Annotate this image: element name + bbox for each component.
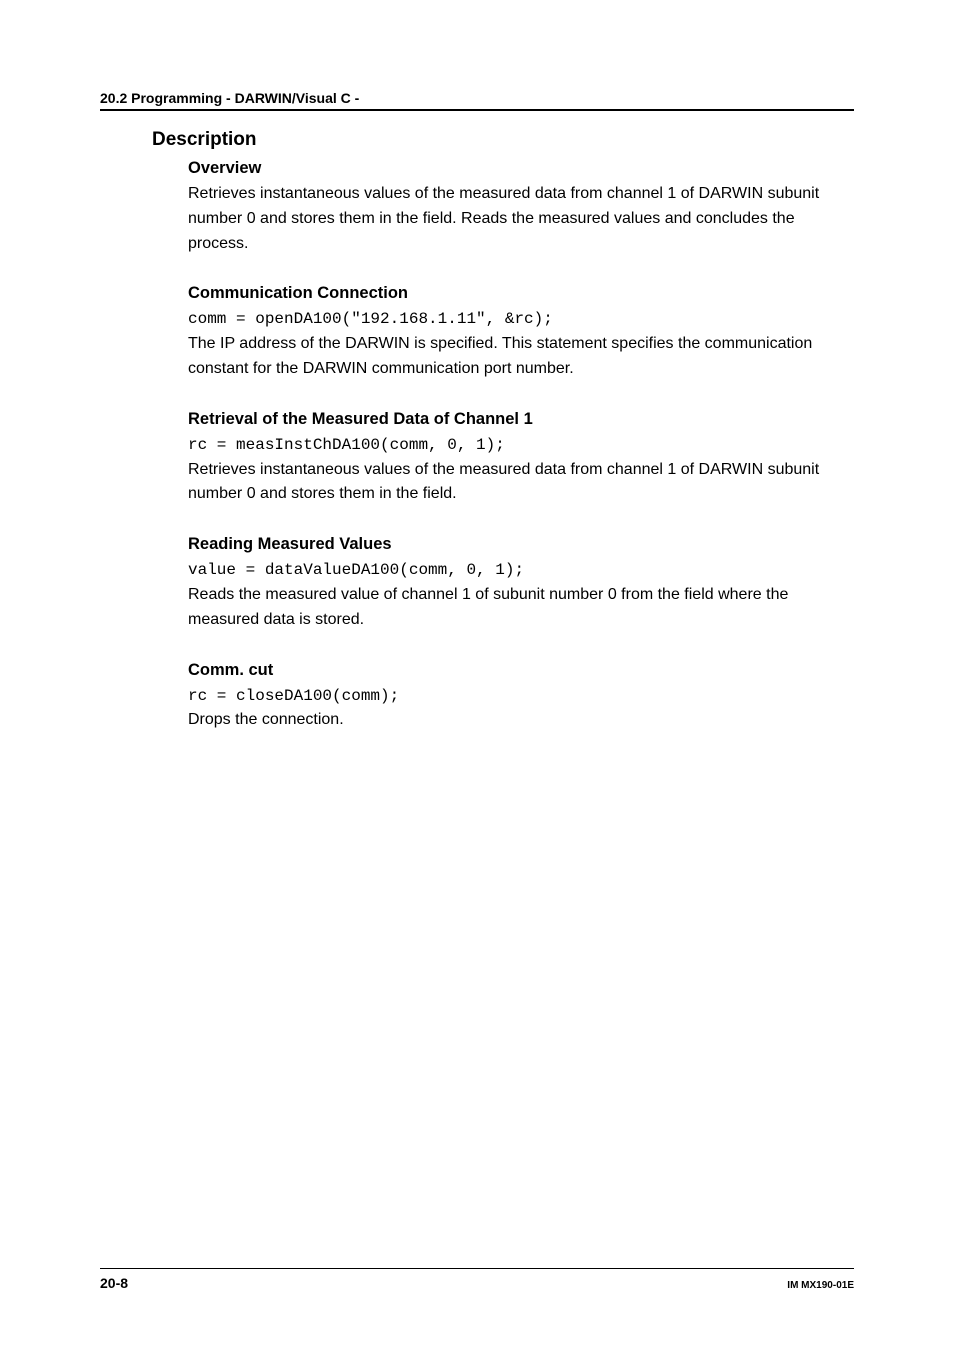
section-reading: Reading Measured Values value = dataValu… — [152, 535, 854, 632]
content-block: Description Overview Retrieves instantan… — [100, 129, 854, 733]
body-text: Retrieves instantaneous values of the me… — [188, 458, 854, 508]
code-line: rc = closeDA100(comm); — [188, 684, 854, 709]
running-head: 20.2 Programming - DARWIN/Visual C - — [100, 90, 854, 106]
footer: 20-8 IM MX190-01E — [100, 1268, 854, 1291]
section-overview: Overview Retrieves instantaneous values … — [152, 159, 854, 256]
body-text: The IP address of the DARWIN is specifie… — [188, 332, 854, 382]
section-retrieval: Retrieval of the Measured Data of Channe… — [152, 410, 854, 507]
page-number: 20-8 — [100, 1275, 128, 1291]
subheading: Overview — [188, 159, 854, 178]
section-comm-cut: Comm. cut rc = closeDA100(comm); Drops t… — [152, 661, 854, 734]
bottom-rule — [100, 1268, 854, 1269]
body-text: Drops the connection. — [188, 708, 854, 733]
subheading: Comm. cut — [188, 661, 854, 680]
code-line: value = dataValueDA100(comm, 0, 1); — [188, 558, 854, 583]
subheading: Communication Connection — [188, 284, 854, 303]
body-text: Reads the measured value of channel 1 of… — [188, 583, 854, 633]
heading-description: Description — [152, 129, 854, 151]
subheading: Retrieval of the Measured Data of Channe… — [188, 410, 854, 429]
top-rule — [100, 109, 854, 111]
body-text: Retrieves instantaneous values of the me… — [188, 182, 854, 256]
document-id: IM MX190-01E — [787, 1280, 854, 1291]
code-line: comm = openDA100("192.168.1.11", &rc); — [188, 307, 854, 332]
footer-row: 20-8 IM MX190-01E — [100, 1275, 854, 1291]
page: 20.2 Programming - DARWIN/Visual C - Des… — [0, 0, 954, 1351]
section-comm-connection: Communication Connection comm = openDA10… — [152, 284, 854, 381]
code-line: rc = measInstChDA100(comm, 0, 1); — [188, 433, 854, 458]
subheading: Reading Measured Values — [188, 535, 854, 554]
